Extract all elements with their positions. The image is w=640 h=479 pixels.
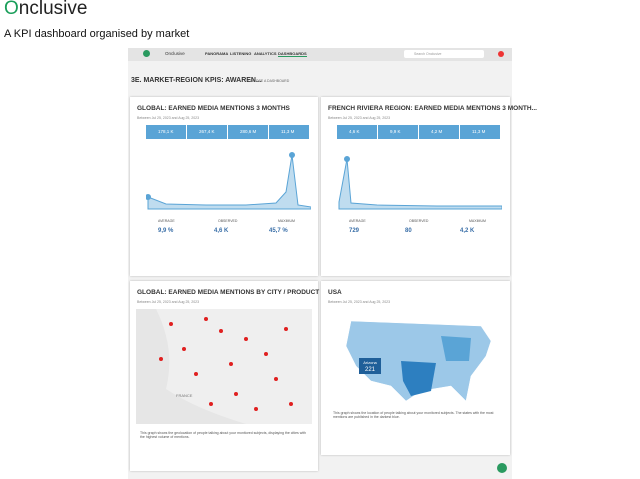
map-label: FRANCE	[176, 393, 193, 398]
card-title: GLOBAL: EARNED MEDIA MENTIONS 3 MONTHS	[137, 105, 290, 112]
card-title: GLOBAL: EARNED MEDIA MENTIONS BY CITY / …	[137, 289, 329, 296]
shape	[338, 158, 502, 210]
card-date: Between Jul 25, 2023 and Aug 25, 2023	[137, 300, 200, 304]
shape	[219, 329, 223, 333]
stat-value: 4,2 K	[460, 228, 475, 234]
stat-label: OBSERVED	[218, 219, 238, 223]
search[interactable]: Search Onclusive	[404, 50, 484, 58]
shape	[234, 392, 238, 396]
shape	[284, 327, 288, 331]
help-button[interactable]	[497, 463, 507, 473]
shape	[401, 361, 436, 396]
card: GLOBAL: EARNED MEDIA MENTIONS 3 MONTHS B…	[130, 97, 318, 276]
shape	[204, 317, 208, 321]
state-name: Arizona	[363, 360, 377, 365]
shape	[229, 362, 233, 366]
shape	[264, 352, 268, 356]
kpi: 178,1 K	[146, 125, 186, 139]
kpi: 280,6 M	[228, 125, 268, 139]
kpi: 11,3 M	[269, 125, 309, 139]
shape	[194, 372, 198, 376]
card: FRENCH RIVIERA REGION: EARNED MEDIA MENT…	[321, 97, 537, 276]
dashboard-menu[interactable]: CHOOSE A DASHBOARD	[248, 79, 290, 83]
shape	[147, 154, 311, 210]
nav-item[interactable]: ANALYTICS	[254, 51, 277, 56]
stat-label: MAXIMUM	[278, 219, 295, 223]
stat-value: 80	[405, 228, 412, 234]
state-value: 221	[365, 367, 376, 373]
us-map: Arizona 221	[345, 320, 492, 402]
kpi: 267,4 K	[187, 125, 227, 139]
shape	[289, 402, 293, 406]
stat-label: OBSERVED	[409, 219, 429, 223]
kpi: 4,2 M	[419, 125, 459, 139]
line-chart	[338, 156, 502, 210]
note: This graph shows the geolocation of peop…	[140, 431, 306, 439]
nav-item[interactable]: DASHBOARDS	[278, 51, 307, 57]
stat-label: AVERAGE	[349, 219, 366, 223]
note: This graph shows the location of people …	[333, 411, 494, 419]
shape	[344, 156, 350, 162]
stat-value: 9,9 %	[158, 228, 174, 234]
stat-value: 729	[349, 228, 360, 234]
card-title: FRENCH RIVIERA REGION: EARNED MEDIA MENT…	[328, 105, 537, 112]
stat-value: 45,7 %	[269, 228, 288, 234]
app-icon	[143, 50, 150, 57]
shape	[359, 358, 381, 374]
logo: Onclusive	[4, 0, 87, 20]
stat-label: MAXIMUM	[469, 219, 486, 223]
shape: nclusive	[18, 0, 88, 19]
shape: O	[4, 0, 19, 19]
shape	[254, 407, 258, 411]
subtitle: A KPI dashboard organised by market	[4, 28, 190, 40]
shape	[182, 347, 186, 351]
card-title: USA	[328, 289, 342, 296]
shape	[244, 337, 248, 341]
avatar[interactable]	[498, 51, 504, 57]
shape	[289, 152, 295, 158]
card-date: Between Jul 25, 2023 and Aug 25, 2023	[137, 116, 200, 120]
kpi: 4,6 K	[337, 125, 377, 139]
card-date: Between Jul 25, 2023 and Aug 25, 2023	[328, 116, 391, 120]
kpi: 9,9 K	[378, 125, 418, 139]
app-brand: Onclusive	[165, 51, 185, 56]
nav-item[interactable]: LISTENING	[230, 51, 252, 56]
shape	[159, 357, 163, 361]
line-chart	[146, 152, 311, 210]
card: GLOBAL: EARNED MEDIA MENTIONS BY CITY / …	[130, 281, 328, 471]
stat-label: AVERAGE	[158, 219, 175, 223]
shape	[159, 317, 293, 411]
map: FRANCE	[136, 309, 312, 424]
card: USA Between Jul 25, 2023 and Aug 25, 202…	[321, 281, 510, 455]
shape	[156, 309, 312, 424]
card-date: Between Jul 25, 2023 and Aug 25, 2023	[328, 300, 391, 304]
stat-value: 4,6 K	[214, 228, 229, 234]
shape	[169, 322, 173, 326]
shape	[209, 402, 213, 406]
shape	[441, 336, 471, 361]
kpi: 11,3 M	[460, 125, 500, 139]
shape	[146, 194, 151, 200]
shape	[274, 377, 278, 381]
nav-item[interactable]: PANORAMA	[205, 51, 229, 56]
dashboard-title: 3E. MARKET-REGION KPIS: AWAREN...	[131, 77, 262, 84]
